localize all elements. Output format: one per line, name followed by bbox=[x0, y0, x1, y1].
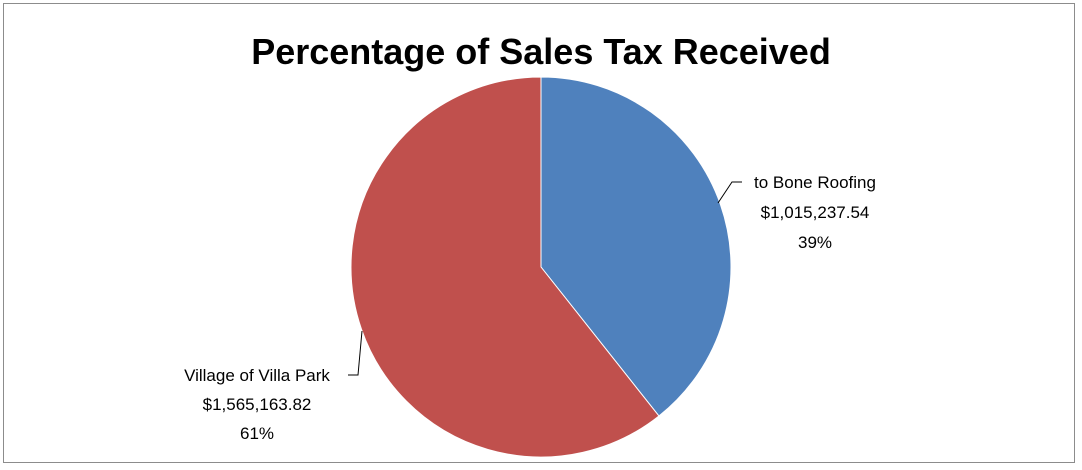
pie-slice-villa-park bbox=[350, 76, 660, 458]
data-label-villa-park-value: $1,565,163.82 bbox=[203, 395, 312, 414]
pie-slice-bone-roofing bbox=[540, 76, 732, 417]
data-label-villa-park-name: Village of Villa Park bbox=[184, 366, 330, 385]
pie-slices bbox=[350, 76, 732, 458]
data-label-bone-roofing-name: to Bone Roofing bbox=[754, 173, 876, 192]
data-label-villa-park-percent: 61% bbox=[240, 424, 274, 443]
data-label-bone-roofing-value: $1,015,237.54 bbox=[761, 203, 870, 222]
leader-line-bone-roofing bbox=[717, 181, 742, 204]
data-label-bone-roofing-percent: 39% bbox=[798, 233, 832, 252]
chart-title: Percentage of Sales Tax Received bbox=[251, 31, 831, 72]
leader-line-villa-park bbox=[348, 330, 363, 376]
